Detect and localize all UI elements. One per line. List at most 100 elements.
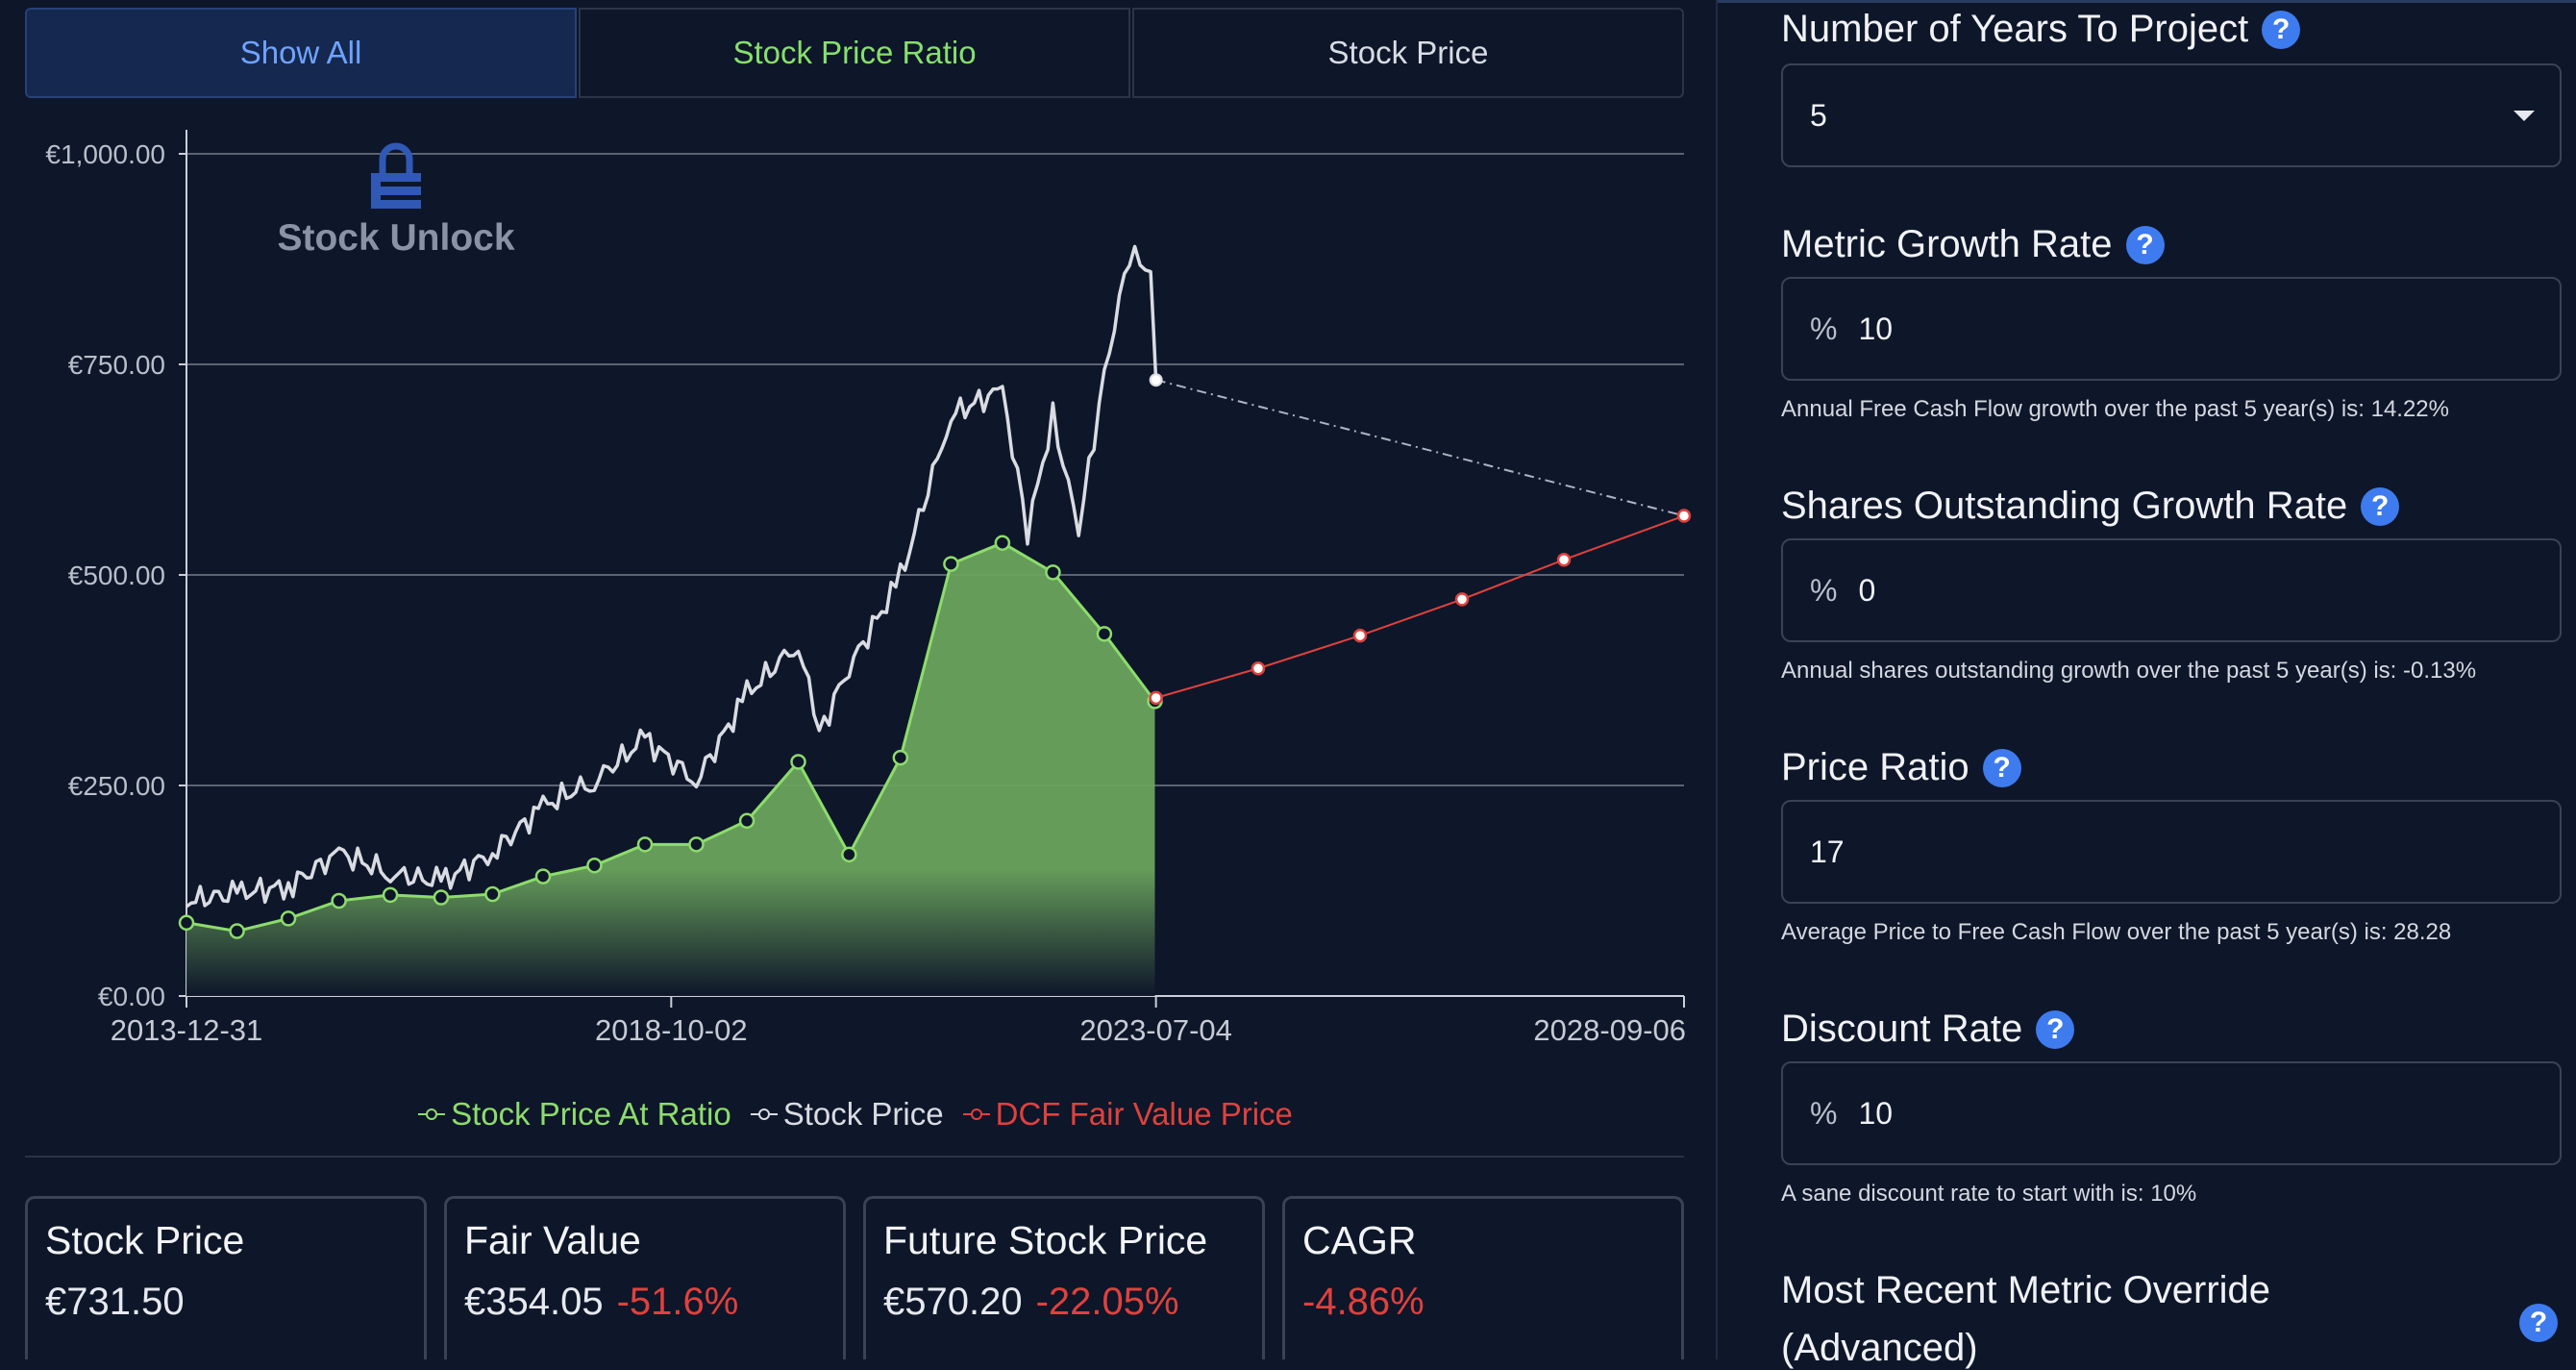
lock-logo-icon — [371, 142, 421, 209]
card-change: -51.6% — [616, 1281, 739, 1323]
tab-stock-price[interactable]: Stock Price — [1132, 8, 1684, 98]
discount-rate-value: 10 — [1858, 1095, 1894, 1131]
card-title: Stock Price — [45, 1218, 245, 1262]
dcf-point — [1556, 552, 1572, 567]
ratio-line — [186, 541, 1156, 934]
legend-divider — [25, 1156, 1684, 1158]
chevron-down-icon — [2514, 111, 2535, 121]
x-tick-label: 2028-09-06 — [1533, 1013, 1686, 1047]
tab-show-all[interactable]: Show All — [25, 8, 577, 98]
legend-price[interactable]: Stock Price — [750, 1096, 944, 1133]
override-label: Most Recent Metric Override — [1781, 1269, 2270, 1312]
price-projection-line — [1155, 379, 1685, 517]
shares-growth-value: 0 — [1858, 572, 1876, 608]
ratio-point — [433, 889, 450, 906]
metric-growth-label: Metric Growth Rate ? — [1781, 223, 2165, 266]
ratio-point — [382, 886, 399, 904]
legend-dcf-marker — [962, 1108, 990, 1120]
legend-ratio[interactable]: Stock Price At Ratio — [418, 1096, 731, 1133]
ratio-point — [892, 749, 909, 766]
ratio-point — [994, 535, 1011, 551]
shares-growth-label: Shares Outstanding Growth Rate ? — [1781, 485, 2400, 528]
dcf-line — [1155, 514, 1685, 699]
chart-tabs: Show All Stock Price Ratio Stock Price — [25, 8, 1684, 98]
card-value: €570.20 — [883, 1281, 1023, 1323]
shares-growth-label-text: Shares Outstanding Growth Rate — [1781, 485, 2348, 527]
metric-growth-value: 10 — [1858, 311, 1894, 346]
metric-growth-hint: Annual Free Cash Flow growth over the pa… — [1781, 396, 2449, 422]
percent-prefix: % — [1810, 1095, 1838, 1131]
help-icon[interactable]: ? — [1982, 748, 2021, 787]
card-change: -22.05% — [1035, 1281, 1179, 1323]
top-accent-line — [1716, 0, 2576, 3]
price-point — [1149, 373, 1163, 387]
legend-price-label: Stock Price — [782, 1096, 944, 1132]
ratio-point — [943, 556, 959, 572]
y-tick-label: €500.00 — [68, 560, 165, 590]
ratio-point — [1045, 564, 1061, 581]
x-tick-label: 2018-10-02 — [595, 1013, 748, 1047]
card-fair-value: Fair Value €354.05 -51.6% — [444, 1196, 846, 1359]
legend-dcf-label: DCF Fair Value Price — [995, 1096, 1293, 1132]
price-ratio-hint: Average Price to Free Cash Flow over the… — [1781, 919, 2452, 945]
dcf-point — [1251, 660, 1266, 676]
ratio-area — [186, 542, 1155, 996]
chart-svg: Stock Unlock €1,000.00 €750.00 €500.00 €250… — [45, 130, 1692, 1047]
help-icon[interactable]: ? — [2361, 486, 2400, 526]
card-title: CAGR — [1302, 1218, 1417, 1262]
ratio-point — [178, 914, 195, 932]
ratio-point — [636, 836, 654, 853]
ratio-point — [586, 857, 603, 874]
dcf-point — [1676, 509, 1692, 523]
ratio-point — [1096, 626, 1113, 642]
ratio-point — [738, 812, 755, 830]
help-icon[interactable]: ? — [2036, 1009, 2075, 1049]
card-stock-price: Stock Price €731.50 — [25, 1196, 427, 1359]
tab-stock-price-ratio[interactable]: Stock Price Ratio — [579, 8, 1130, 98]
x-tick-label: 2023-07-04 — [1079, 1013, 1232, 1047]
legend-dcf[interactable]: DCF Fair Value Price — [962, 1096, 1293, 1133]
chart-legend: Stock Price At Ratio Stock Price DCF Fai… — [0, 1096, 1711, 1133]
stock-unlock-logo: Stock Unlock — [277, 142, 515, 259]
shares-growth-hint: Annual shares outstanding growth over th… — [1781, 658, 2477, 684]
shares-growth-input[interactable]: % 0 — [1781, 538, 2562, 642]
card-cagr: CAGR -4.86% — [1282, 1196, 1684, 1359]
card-future-stock-price: Future Stock Price €570.20 -22.05% — [863, 1196, 1265, 1359]
legend-ratio-marker — [418, 1108, 446, 1120]
percent-prefix: % — [1810, 311, 1838, 346]
legend-price-marker — [750, 1108, 778, 1120]
help-icon[interactable]: ? — [2125, 225, 2165, 264]
years-select[interactable]: 5 — [1781, 63, 2562, 167]
ratio-point — [688, 836, 705, 853]
price-ratio-label: Price Ratio ? — [1781, 746, 2021, 789]
ratio-point — [484, 885, 501, 903]
card-change: -4.86% — [1302, 1281, 1424, 1323]
discount-rate-hint: A sane discount rate to start with is: 1… — [1781, 1181, 2197, 1207]
years-label-text: Number of Years To Project — [1781, 8, 2249, 50]
ratio-point — [229, 923, 245, 939]
summary-cards: Stock Price €731.50 Fair Value €354.05 -5… — [25, 1196, 1684, 1359]
card-title: Future Stock Price — [883, 1218, 1208, 1262]
years-value: 5 — [1810, 97, 1827, 133]
dcf-point — [1149, 690, 1163, 706]
y-tick-label: €250.00 — [68, 771, 165, 801]
ratio-point — [280, 910, 297, 927]
override-label-text-2: (Advanced) — [1781, 1327, 1978, 1369]
discount-rate-input[interactable]: % 10 — [1781, 1061, 2562, 1165]
y-tick-label: €1,000.00 — [45, 139, 165, 169]
metric-growth-label-text: Metric Growth Rate — [1781, 223, 2113, 265]
chart-area: Stock Unlock €1,000.00 €750.00 €500.00 €250… — [0, 106, 1711, 1163]
y-tick-label: €750.00 — [68, 350, 165, 380]
ratio-point — [790, 754, 806, 770]
override-label-text: Most Recent Metric Override — [1781, 1269, 2271, 1311]
metric-growth-input[interactable]: % 10 — [1781, 277, 2562, 381]
percent-prefix: % — [1810, 572, 1838, 608]
years-label: Number of Years To Project ? — [1781, 8, 2301, 51]
override-label-2: (Advanced) — [1781, 1327, 1978, 1370]
panel-divider — [1716, 0, 1718, 1359]
price-line — [185, 244, 1158, 909]
help-icon[interactable]: ? — [2262, 10, 2301, 49]
help-icon[interactable]: ? — [2519, 1304, 2558, 1342]
price-ratio-input[interactable]: 17 — [1781, 800, 2562, 904]
dcf-point — [1454, 592, 1470, 607]
